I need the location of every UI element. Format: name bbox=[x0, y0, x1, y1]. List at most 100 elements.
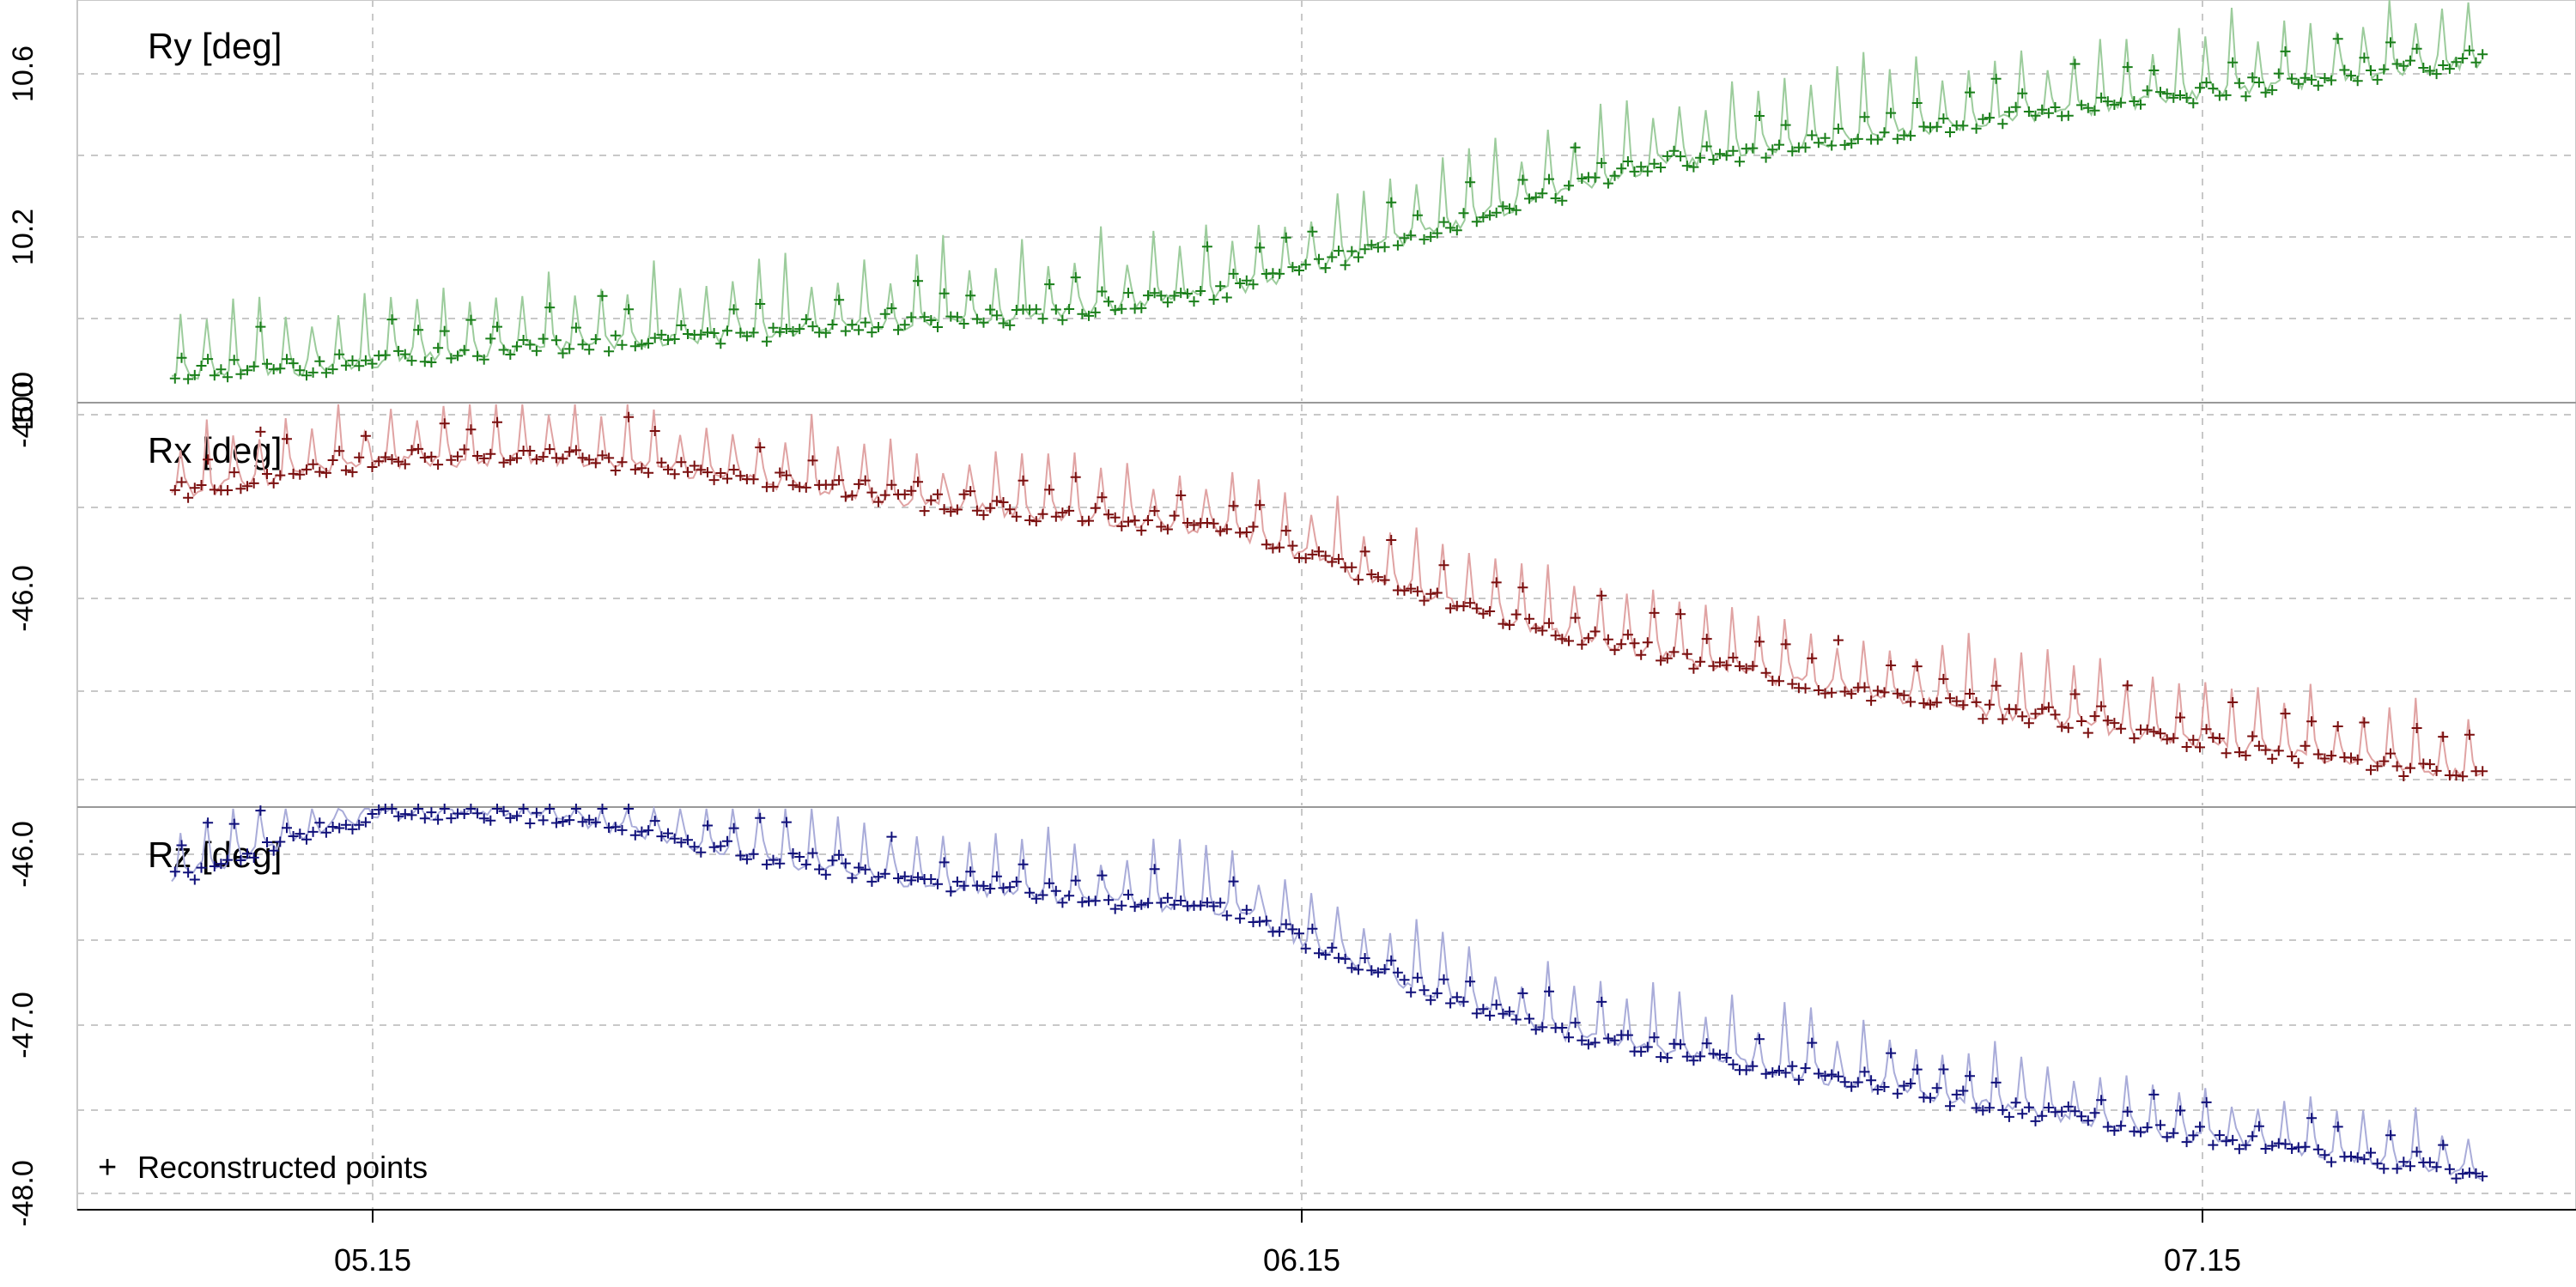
reconstructed-point bbox=[1859, 112, 1870, 123]
reconstructed-point bbox=[1832, 123, 1844, 134]
reconstructed-point bbox=[755, 442, 766, 453]
reconstructed-point bbox=[610, 822, 621, 833]
reconstructed-point bbox=[478, 813, 489, 824]
reconstructed-point bbox=[1274, 926, 1285, 938]
reconstructed-point bbox=[2444, 1163, 2455, 1175]
reconstructed-point bbox=[636, 339, 647, 350]
reconstructed-point bbox=[1215, 897, 1226, 908]
reconstructed-point bbox=[629, 464, 641, 475]
reconstructed-point bbox=[525, 339, 536, 350]
reconstructed-point bbox=[1715, 657, 1725, 668]
reconstructed-point bbox=[1353, 964, 1364, 975]
reconstructed-point bbox=[374, 456, 385, 467]
reconstructed-point bbox=[1255, 242, 1266, 253]
y-tick-label: -46.0 bbox=[7, 565, 39, 632]
reconstructed-point bbox=[2424, 1156, 2435, 1168]
reconstructed-point bbox=[367, 809, 378, 819]
reconstructed-point bbox=[919, 312, 930, 323]
reconstructed-point bbox=[1228, 501, 1239, 512]
reconstructed-point bbox=[728, 464, 739, 475]
reconstructed-point bbox=[2332, 33, 2343, 45]
reconstructed-point bbox=[1839, 686, 1850, 697]
reconstructed-point bbox=[282, 823, 292, 834]
reconstructed-point bbox=[1156, 290, 1167, 301]
reconstructed-point bbox=[1221, 524, 1232, 535]
reconstructed-point bbox=[360, 355, 371, 366]
reconstructed-point bbox=[1728, 652, 1739, 663]
reconstructed-point bbox=[1458, 208, 1469, 219]
reconstructed-point bbox=[1596, 157, 1607, 168]
reconstructed-point bbox=[834, 475, 845, 486]
reconstructed-point bbox=[1813, 137, 1824, 149]
y-tick-label: 10.0 bbox=[7, 372, 39, 428]
reconstructed-point bbox=[1544, 617, 1554, 628]
reconstructed-point bbox=[386, 804, 398, 814]
reconstructed-point bbox=[1564, 1032, 1574, 1043]
reconstructed-point bbox=[189, 369, 200, 380]
reconstructed-point bbox=[1478, 212, 1489, 223]
reconstructed-point bbox=[604, 452, 615, 464]
reconstructed-point bbox=[1300, 943, 1311, 954]
reconstructed-point bbox=[1978, 713, 1989, 725]
reconstructed-point bbox=[1675, 151, 1686, 162]
reconstructed-point bbox=[2102, 715, 2113, 726]
reconstructed-point bbox=[1879, 1082, 1890, 1092]
reconstructed-point bbox=[1958, 700, 1969, 711]
reconstructed-point bbox=[2346, 752, 2356, 763]
reconstructed-point bbox=[1774, 1065, 1784, 1076]
reconstructed-point bbox=[702, 820, 713, 831]
reconstructed-point bbox=[2352, 754, 2363, 765]
reconstructed-point bbox=[544, 804, 556, 814]
reconstructed-point bbox=[1557, 195, 1568, 206]
reconstructed-point bbox=[2037, 104, 2048, 115]
reconstructed-point bbox=[1931, 697, 1942, 708]
reconstructed-point bbox=[1596, 590, 1607, 601]
reconstructed-point bbox=[2017, 711, 2028, 722]
reconstructed-point bbox=[1478, 608, 1489, 619]
reconstructed-point bbox=[2280, 708, 2291, 719]
reconstructed-point bbox=[1780, 639, 1791, 650]
reconstructed-point bbox=[649, 816, 660, 827]
reconstructed-point bbox=[1143, 897, 1153, 908]
reconstructed-point bbox=[1589, 172, 1601, 183]
reconstructed-point bbox=[1346, 562, 1358, 573]
reconstructed-point bbox=[1334, 952, 1344, 963]
reconstructed-point bbox=[426, 807, 437, 818]
reconstructed-point bbox=[708, 841, 720, 853]
reconstructed-point bbox=[933, 489, 943, 500]
reconstructed-point bbox=[393, 810, 404, 822]
reconstructed-point bbox=[623, 304, 635, 315]
reconstructed-point bbox=[2411, 723, 2422, 733]
reconstructed-point bbox=[320, 367, 331, 379]
reconstructed-point bbox=[2280, 1138, 2291, 1150]
reconstructed-point bbox=[1346, 962, 1358, 974]
reconstructed-point bbox=[2451, 57, 2462, 68]
reconstructed-point bbox=[939, 288, 950, 299]
reconstructed-point bbox=[2010, 1097, 2021, 1108]
reconstructed-point bbox=[347, 466, 358, 477]
reconstructed-point bbox=[643, 338, 654, 349]
reconstructed-point bbox=[715, 468, 726, 478]
reconstructed-point bbox=[1931, 1083, 1942, 1094]
reconstructed-point bbox=[1498, 201, 1509, 212]
panel-title: Rx [deg] bbox=[148, 430, 282, 470]
reconstructed-point bbox=[1149, 288, 1160, 299]
series-line-rx bbox=[171, 404, 2482, 781]
series-points-ry bbox=[169, 33, 2488, 385]
reconstructed-point bbox=[459, 344, 470, 355]
reconstructed-point bbox=[2470, 1168, 2482, 1179]
reconstructed-point bbox=[2326, 750, 2337, 762]
reconstructed-point bbox=[728, 304, 739, 315]
reconstructed-point bbox=[2089, 1108, 2100, 1119]
reconstructed-point bbox=[1780, 1067, 1791, 1078]
reconstructed-point bbox=[1294, 265, 1304, 276]
reconstructed-point bbox=[1735, 660, 1745, 671]
reconstructed-point bbox=[1642, 637, 1653, 648]
reconstructed-point bbox=[1431, 987, 1443, 999]
reconstructed-point bbox=[314, 817, 325, 829]
reconstructed-point bbox=[2050, 102, 2061, 112]
reconstructed-point bbox=[761, 859, 772, 870]
reconstructed-point bbox=[2089, 105, 2100, 116]
reconstructed-point bbox=[820, 869, 831, 880]
reconstructed-point bbox=[2050, 709, 2061, 720]
